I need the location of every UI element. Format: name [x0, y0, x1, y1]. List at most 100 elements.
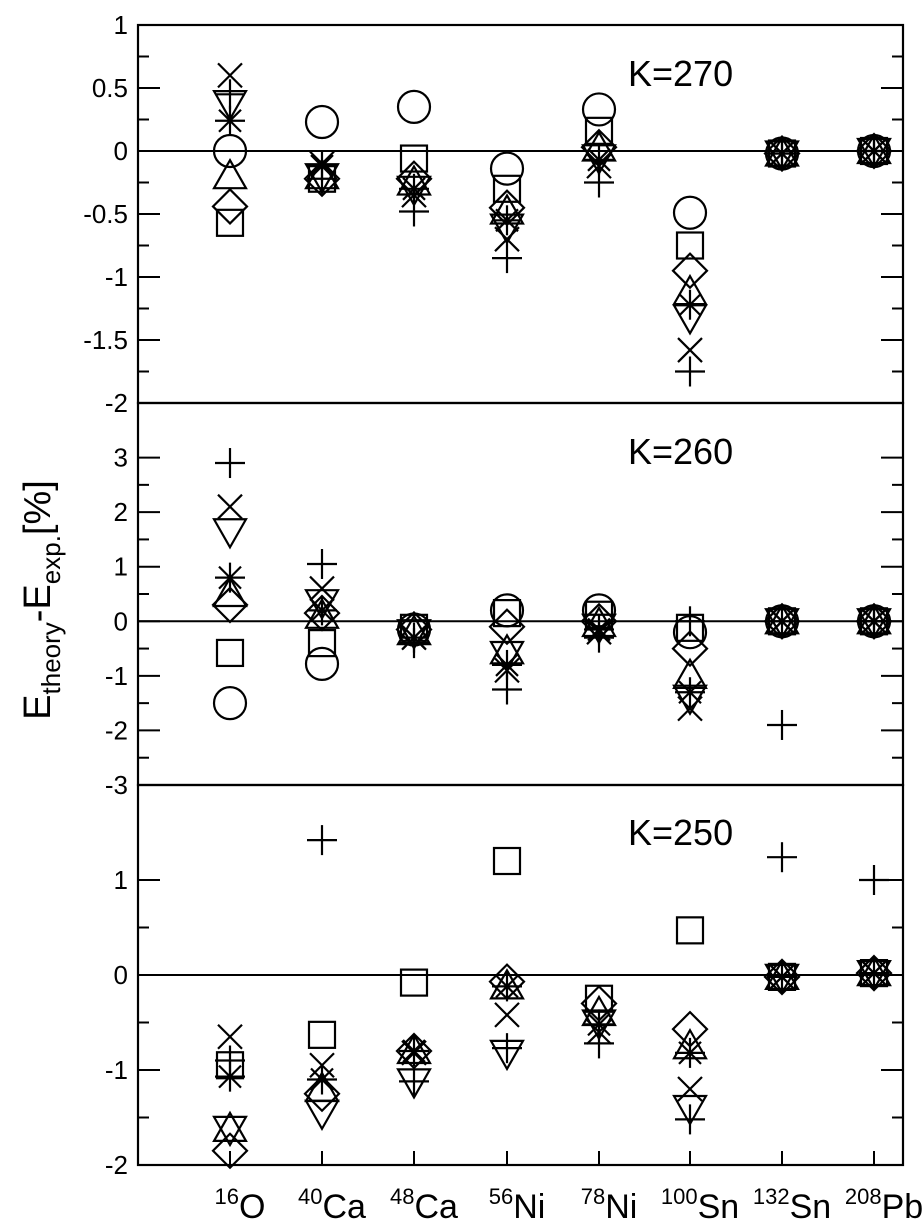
y-tick-label: -1 — [105, 262, 128, 292]
y-axis-title: Etheory-Eexp.[%] — [17, 480, 66, 720]
data-point-star — [215, 105, 245, 136]
y-tick-label: -2 — [105, 715, 128, 745]
data-point-plus — [492, 674, 522, 705]
data-point-plus — [215, 1045, 245, 1076]
x-tick-label: 78Ni — [581, 1184, 638, 1226]
x-tick-label: 16O — [215, 1184, 266, 1226]
data-point-x — [677, 1076, 703, 1102]
data-point-x — [217, 493, 243, 520]
y-tick-label: -0.5 — [83, 199, 128, 229]
x-tick-label: 40Ca — [298, 1184, 366, 1226]
data-point-x — [309, 1052, 335, 1079]
data-point-square — [307, 629, 337, 658]
data-point-diamond — [303, 594, 341, 632]
data-point-diamond — [211, 187, 249, 225]
y-tick-label: -1 — [105, 661, 128, 691]
data-point-x — [217, 1023, 243, 1050]
y-tick-label: -3 — [105, 770, 128, 800]
data-point-circle — [489, 151, 525, 186]
data-point-star — [675, 677, 705, 708]
data-point-plus — [767, 138, 797, 169]
data-point-square — [675, 916, 705, 945]
data-point-plus — [767, 842, 797, 873]
data-point-x — [861, 960, 887, 986]
data-point-plus — [215, 448, 245, 479]
data-point-diamond — [211, 1132, 249, 1170]
data-point-x — [309, 575, 335, 602]
data-point-x — [586, 153, 612, 179]
data-point-x — [494, 1002, 520, 1028]
chart-marks — [211, 62, 893, 1170]
data-point-plus — [399, 196, 429, 227]
data-point-plus — [859, 865, 889, 895]
y-tick-label: 1 — [114, 10, 128, 40]
y-tick-label: -2 — [105, 1150, 128, 1180]
data-point-circle — [672, 195, 708, 230]
y-tick-label: 2 — [114, 497, 128, 527]
data-point-square — [399, 144, 429, 173]
data-point-plus — [859, 606, 889, 637]
data-point-plus — [307, 548, 337, 579]
data-point-diamond — [488, 608, 526, 646]
data-point-circle — [581, 92, 617, 127]
panel-frame — [136, 401, 905, 787]
y-tick-label: 3 — [114, 443, 128, 473]
data-point-star — [307, 595, 337, 626]
data-point-x — [309, 150, 335, 177]
data-point-plus — [675, 606, 705, 637]
data-point-plus — [584, 167, 614, 198]
x-tick-label: 208Pb — [845, 1184, 923, 1226]
data-point-plus — [492, 1033, 522, 1064]
data-point-plus — [584, 622, 614, 653]
chart-labels: 1 0.5 0 -0.5 -1 -1.5 -2 K=270 3 2 1 0 -1 -2 -3 K=260 1 0 -… — [17, 10, 923, 1226]
y-tick-label: 0 — [114, 960, 128, 990]
data-point-triangle-down — [304, 589, 340, 621]
data-point-plus — [584, 1028, 614, 1059]
data-point-triangle-down — [304, 1099, 340, 1131]
data-point-star — [307, 1064, 337, 1095]
data-point-x — [494, 657, 520, 684]
data-point-star — [584, 144, 614, 175]
data-point-plus — [675, 1104, 705, 1135]
x-tick-label: 56Ni — [489, 1184, 546, 1226]
y-tick-label: 0 — [114, 606, 128, 636]
data-point-triangle-down — [212, 518, 248, 550]
y-tick-label: -1.5 — [83, 325, 128, 355]
data-point-plus — [215, 79, 245, 110]
data-point-circle — [304, 104, 340, 140]
y-tick-label: -2 — [105, 388, 128, 418]
data-point-triangle-down — [396, 619, 432, 651]
data-point-x — [677, 695, 703, 722]
y-tick-label: 0.5 — [92, 73, 128, 103]
data-point-x — [401, 1040, 427, 1066]
panel-label: K=250 — [628, 812, 733, 853]
data-point-x — [677, 337, 703, 363]
data-point-square — [675, 231, 705, 260]
y-tick-label: 0 — [114, 136, 128, 166]
data-point-square — [399, 968, 429, 997]
data-point-triangle-down — [672, 1094, 708, 1127]
data-point-circle — [212, 686, 248, 721]
data-point-diamond — [303, 1075, 341, 1113]
data-point-square — [307, 1020, 337, 1049]
data-point-x — [401, 182, 427, 208]
data-point-circle — [396, 89, 432, 125]
data-point-x — [769, 964, 795, 990]
data-point-triangle-up — [212, 575, 248, 608]
data-point-plus — [399, 1066, 429, 1097]
data-point-square — [215, 638, 245, 668]
data-point-star — [215, 562, 245, 593]
panel-label: K=260 — [628, 431, 733, 472]
data-point-plus — [492, 243, 522, 274]
panel-label: K=270 — [628, 53, 733, 94]
data-point-plus — [767, 709, 797, 740]
data-point-square — [492, 598, 522, 628]
data-point-x — [494, 226, 520, 252]
data-point-star — [492, 205, 522, 236]
data-point-triangle-up — [212, 157, 248, 190]
data-point-star — [675, 1037, 705, 1068]
data-point-plus — [399, 628, 429, 659]
x-tick-label: 100Sn — [661, 1184, 739, 1226]
y-tick-label: 1 — [114, 552, 128, 582]
